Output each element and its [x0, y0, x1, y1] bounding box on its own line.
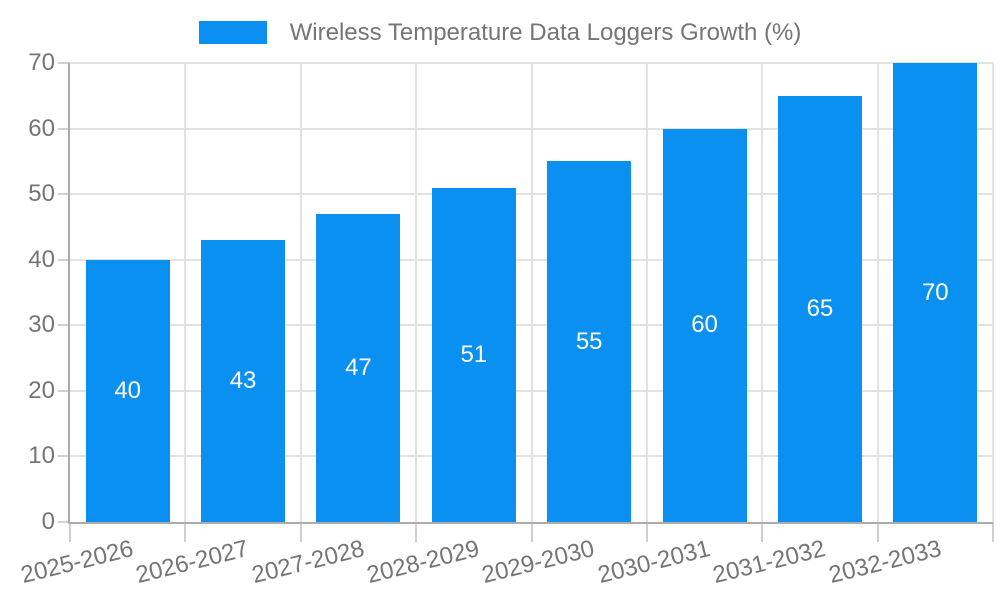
y-axis-tick-label: 50: [28, 180, 55, 208]
y-axis-tick: [58, 521, 70, 523]
vertical-gridline: [299, 63, 302, 522]
bar-value-label: 65: [806, 294, 834, 322]
y-axis-tick-label: 40: [28, 245, 55, 273]
bar-value-label: 60: [691, 311, 718, 339]
y-axis-tick-label: 20: [28, 376, 55, 404]
bar: [201, 240, 286, 522]
x-axis-tick: [415, 522, 418, 542]
horizontal-gridline: [70, 258, 993, 261]
y-axis-tick-label: 60: [28, 114, 55, 142]
horizontal-gridline: [70, 127, 993, 130]
horizontal-gridline: [70, 455, 993, 458]
legend-swatch: [198, 21, 267, 44]
horizontal-gridline: [70, 62, 993, 64]
y-axis-tick: [58, 258, 70, 261]
bar: [316, 213, 401, 522]
bar-value-label: 51: [460, 340, 488, 368]
y-axis-tick: [58, 324, 70, 327]
bar-value-label: 40: [114, 376, 142, 404]
y-axis-tick: [58, 455, 70, 458]
x-axis-category-label: 2029-2030: [479, 535, 598, 589]
x-axis-category-label: 2025-2026: [18, 535, 136, 589]
bar: [85, 259, 170, 522]
y-axis-line: [68, 63, 70, 522]
x-axis-tick: [69, 522, 71, 542]
bar-value-label: 47: [345, 353, 372, 381]
x-axis-category-label: 2031-2032: [710, 535, 829, 589]
y-axis-tick-label: 0: [41, 508, 55, 535]
vertical-gridline: [415, 63, 418, 522]
y-axis-tick-label: 30: [28, 311, 55, 339]
x-axis-tick: [992, 522, 994, 542]
bar-value-label: 43: [229, 367, 257, 395]
bar: [431, 187, 516, 522]
bar: [893, 63, 978, 522]
horizontal-gridline: [70, 389, 993, 392]
x-axis-category-label: 2028-2029: [364, 535, 483, 589]
y-axis-tick: [58, 62, 70, 64]
y-axis-tick-label: 10: [28, 442, 55, 470]
horizontal-gridline: [70, 324, 993, 327]
vertical-gridline: [530, 63, 533, 522]
x-axis-category-label: 2032-2033: [825, 535, 944, 589]
y-axis-tick-label: 70: [28, 49, 55, 76]
x-axis-tick: [299, 522, 302, 542]
x-axis-category-label: 2030-2031: [594, 535, 713, 589]
x-axis-tick: [184, 522, 187, 542]
bar: [547, 161, 632, 522]
vertical-gridline: [184, 63, 187, 522]
x-axis-line: [68, 522, 993, 524]
x-axis-tick: [645, 522, 648, 542]
bar-value-label: 70: [921, 278, 949, 306]
x-axis-tick: [876, 522, 879, 542]
x-axis-category-label: 2026-2027: [133, 535, 252, 589]
bar: [777, 95, 862, 522]
vertical-gridline: [761, 63, 764, 522]
chart-legend: Wireless Temperature Data Loggers Growth…: [0, 20, 1000, 45]
y-axis-tick: [58, 389, 70, 392]
bar: [662, 128, 747, 522]
x-axis-tick: [530, 522, 533, 542]
vertical-gridline: [876, 63, 879, 522]
bar-value-label: 55: [575, 327, 603, 355]
vertical-gridline: [992, 63, 994, 522]
horizontal-gridline: [70, 193, 993, 196]
y-axis-tick: [58, 127, 70, 130]
x-axis-tick: [761, 522, 764, 542]
x-axis-category-label: 2027-2028: [248, 535, 367, 589]
legend-title: Wireless Temperature Data Loggers Growth…: [289, 19, 802, 46]
vertical-gridline: [645, 63, 648, 522]
y-axis-tick: [58, 193, 70, 196]
